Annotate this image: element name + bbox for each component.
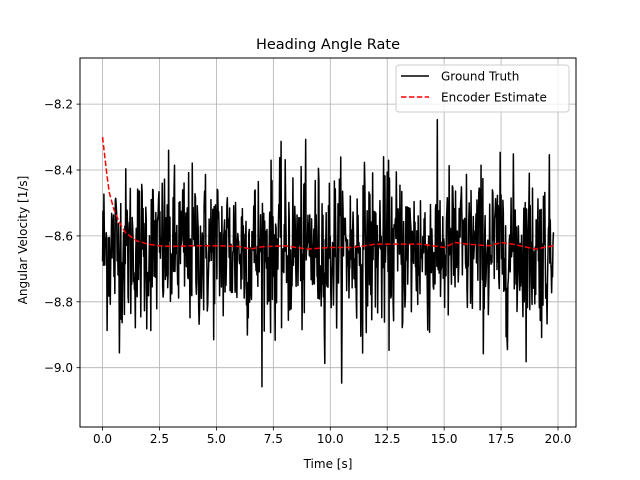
legend-label-encoder-estimate: Encoder Estimate — [441, 91, 547, 105]
x-tick-label: 7.5 — [264, 432, 283, 446]
legend-label-ground-truth: Ground Truth — [441, 70, 519, 84]
x-tick-label: 17.5 — [488, 432, 515, 446]
y-tick-label: −8.6 — [44, 229, 73, 243]
x-axis-label: Time [s] — [303, 457, 353, 471]
y-tick-label: −8.4 — [44, 164, 73, 178]
x-tick-label: 20.0 — [545, 432, 572, 446]
x-tick-label: 5.0 — [207, 432, 226, 446]
legend: Ground Truth Encoder Estimate — [395, 64, 570, 113]
legend-box — [395, 64, 570, 113]
series-encoder-estimate-line — [101, 136, 554, 250]
y-tick-label: −8.8 — [44, 295, 73, 309]
y-tick-label: −8.2 — [44, 98, 73, 112]
y-axis-label: Angular Velocity [1/s] — [16, 176, 30, 305]
series-ground-truth-line — [101, 118, 555, 388]
axes-frame — [79, 57, 577, 428]
chart-title: Heading Angle Rate — [256, 37, 400, 53]
y-tick-label: −9.0 — [44, 361, 73, 375]
x-tick-label: 0.0 — [93, 432, 112, 446]
x-tick-label: 10.0 — [317, 432, 344, 446]
x-tick-label: 15.0 — [431, 432, 458, 446]
x-tick-label: 2.5 — [150, 432, 169, 446]
plot-area — [101, 118, 555, 388]
axis-ticks: 0.0 2.5 5.0 7.5 10.0 12.5 15.0 17.5 20.0 −9.0 −8.8… — [44, 98, 572, 446]
x-tick-label: 12.5 — [374, 432, 401, 446]
